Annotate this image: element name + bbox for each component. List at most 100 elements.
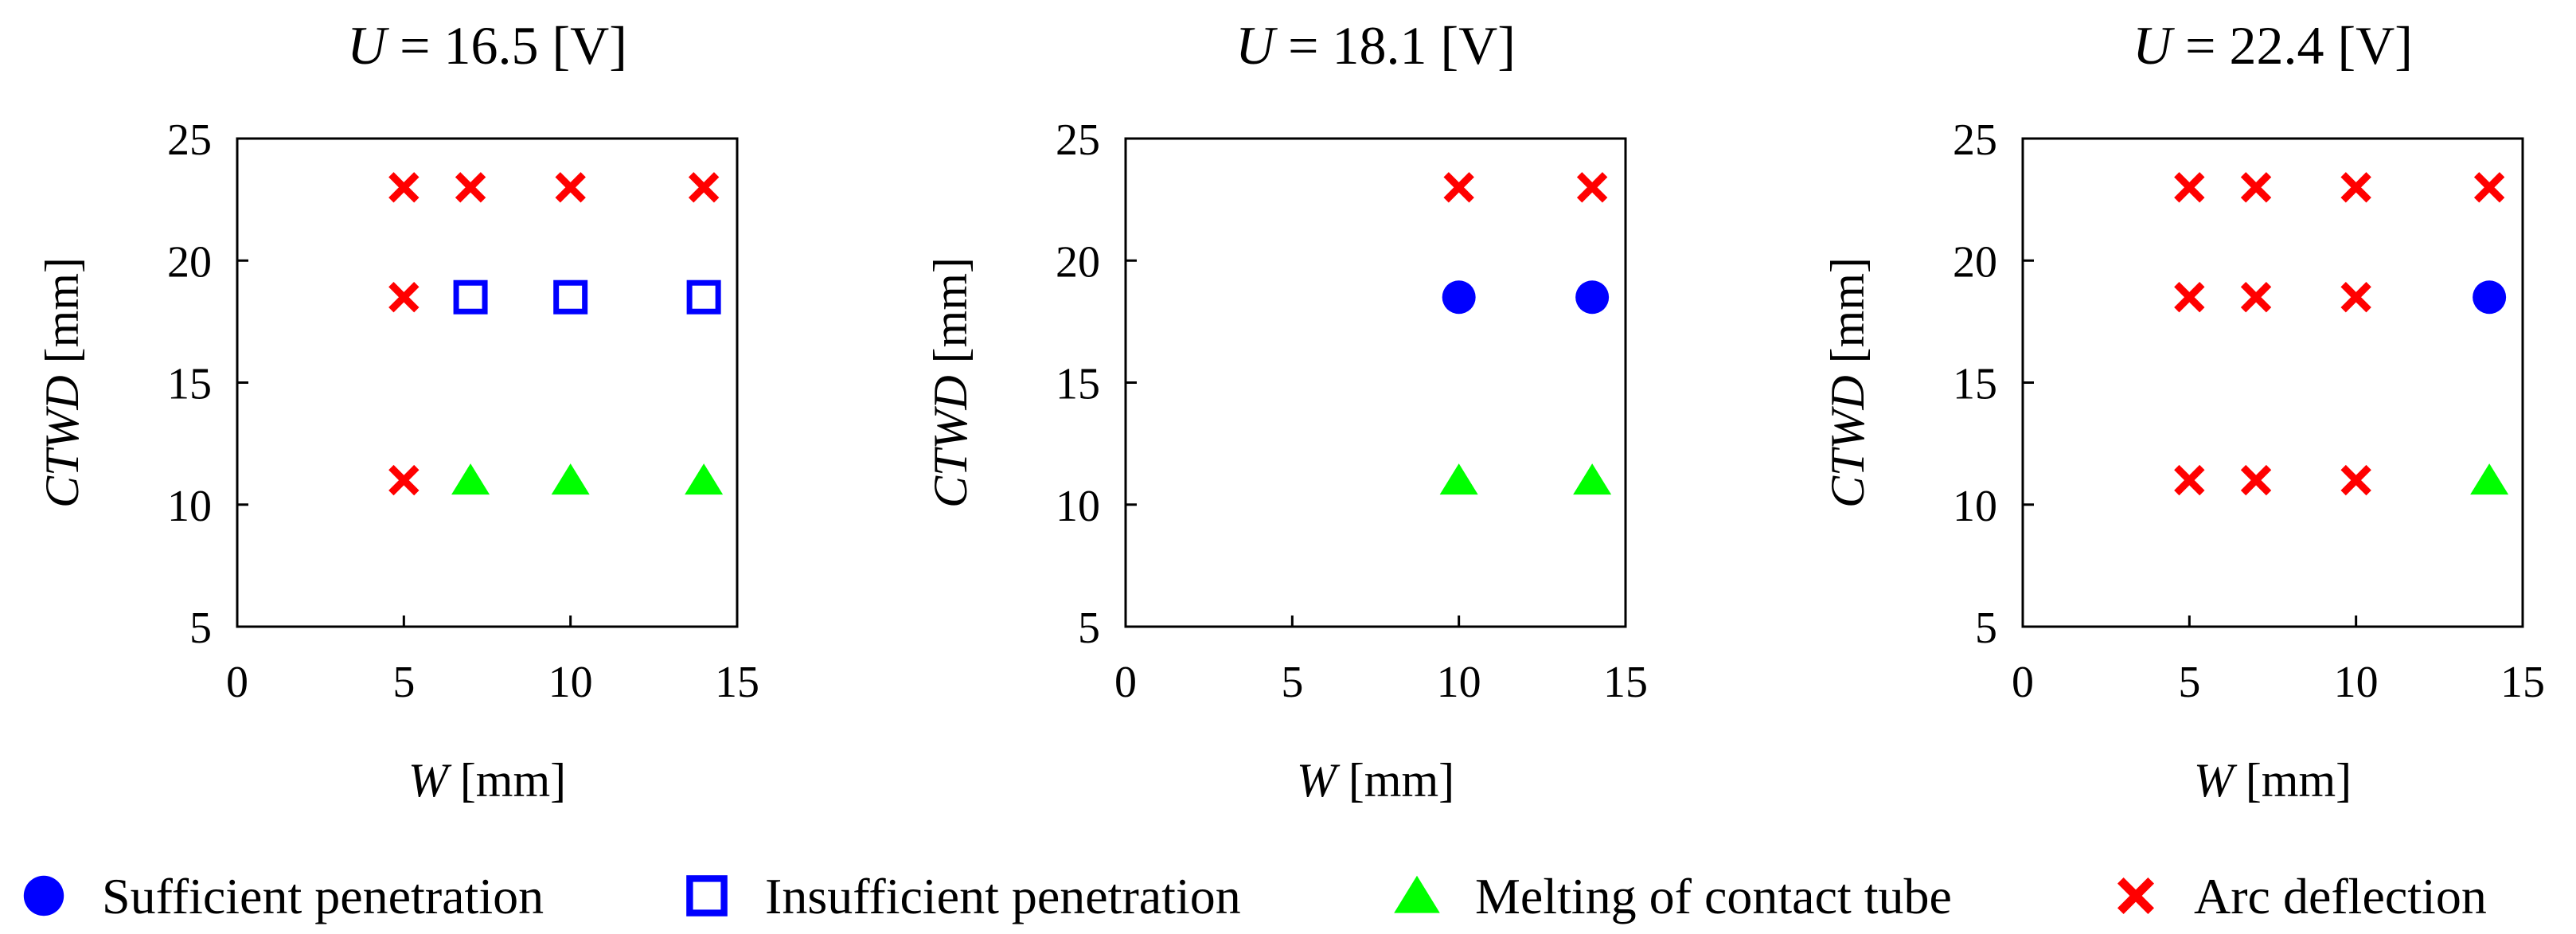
x-axis-label: W [mm]: [1297, 754, 1454, 807]
title-variable: U: [1235, 15, 1278, 76]
data-point-x: [455, 172, 486, 203]
legend-open-square-icon: [686, 875, 728, 916]
x-axis-unit: [mm]: [1337, 754, 1454, 807]
data-point-triangle: [685, 463, 724, 495]
y-tick-label: 20: [167, 237, 212, 287]
data-point-open-square: [453, 279, 488, 315]
title-value: = 16.5 [V]: [386, 15, 627, 76]
title-value: = 18.1 [V]: [1274, 15, 1516, 76]
series-x: [2174, 172, 2505, 496]
plot-area-frame: [236, 137, 739, 628]
data-point-x: [2340, 464, 2371, 496]
y-axis-label: CTWD [mm]: [36, 257, 88, 508]
title-variable: U: [347, 15, 389, 76]
data-point-x: [2174, 282, 2205, 313]
data-point-x: [2340, 282, 2371, 313]
title-value: = 22.4 [V]: [2172, 15, 2413, 76]
x-tick-label: 10: [1437, 658, 1481, 707]
data-point-x: [2473, 172, 2505, 203]
chart-title: U = 22.4 [V]: [2133, 15, 2413, 76]
data-point-x: [388, 464, 420, 496]
y-tick-label: 10: [167, 482, 212, 531]
series-circle: [2473, 280, 2507, 315]
data-point-x: [1576, 172, 1608, 203]
y-axis-unit: [mm]: [924, 257, 977, 375]
x-tick-label: 10: [2334, 658, 2379, 707]
y-tick-label: 15: [167, 360, 212, 409]
data-point-triangle: [1439, 463, 1478, 495]
data-point-x: [2340, 172, 2371, 203]
data-point-open-square: [686, 279, 721, 315]
legend-circle-icon: [23, 875, 64, 916]
data-point-x: [2240, 172, 2272, 203]
title-variable: U: [2133, 15, 2175, 76]
data-point-circle: [1442, 280, 1476, 315]
x-tick-label: 5: [392, 658, 415, 707]
x-tick-label: 0: [2012, 658, 2034, 707]
series-x: [1443, 172, 1608, 203]
data-point-x: [688, 172, 720, 203]
legend-triangle-icon: [1394, 875, 1440, 913]
data-point-circle: [1575, 280, 1610, 315]
series-triangle: [2470, 463, 2509, 495]
data-point-x: [555, 172, 586, 203]
legend: Sufficient penetration Insufficient penet…: [23, 868, 2487, 924]
plot-area-frame: [2021, 137, 2524, 628]
data-point-circle: [2473, 280, 2507, 315]
x-axis-variable: W: [1297, 754, 1341, 807]
legend-label: Melting of contact tube: [1475, 868, 1952, 924]
y-axis-variable: CTWD: [36, 375, 88, 508]
y-tick-label: 25: [167, 115, 212, 165]
data-point-triangle: [451, 463, 490, 495]
y-axis-variable: CTWD: [924, 375, 977, 508]
y-tick-label: 15: [1953, 360, 1997, 409]
y-tick-label: 5: [1078, 604, 1100, 653]
x-axis-label: W [mm]: [2194, 754, 2352, 807]
y-tick-label: 20: [1953, 237, 1997, 287]
plot-area-frame: [1124, 137, 1627, 628]
data-point-x: [2174, 464, 2205, 496]
data-point-x: [2174, 172, 2205, 203]
legend-x-icon: [2117, 877, 2155, 915]
x-tick-label: 5: [2178, 658, 2200, 707]
y-axis-variable: CTWD: [1821, 375, 1874, 508]
chart-title: U = 16.5 [V]: [347, 15, 627, 76]
x-axis-unit: [mm]: [448, 754, 566, 807]
y-axis-label: CTWD [mm]: [1821, 257, 1874, 508]
y-tick-label: 25: [1056, 115, 1100, 165]
legend-item: Arc deflection: [2117, 868, 2487, 924]
y-tick-label: 5: [189, 604, 212, 653]
x-tick-label: 0: [226, 658, 248, 707]
y-axis-unit: [mm]: [1821, 257, 1874, 375]
x-tick-label: 15: [2500, 658, 2545, 707]
data-point-triangle: [2470, 463, 2509, 495]
y-tick-label: 10: [1953, 482, 1997, 531]
data-point-x: [2240, 282, 2272, 313]
x-tick-label: 5: [1281, 658, 1303, 707]
y-tick-label: 10: [1056, 482, 1100, 531]
data-point-x: [1443, 172, 1474, 203]
x-axis-variable: W: [408, 754, 452, 807]
series-triangle: [451, 463, 724, 495]
x-tick-label: 0: [1114, 658, 1137, 707]
legend-label: Sufficient penetration: [102, 868, 544, 924]
x-tick-label: 10: [548, 658, 593, 707]
data-point-triangle: [1573, 463, 1612, 495]
y-tick-label: 20: [1056, 237, 1100, 287]
series-x: [388, 172, 720, 496]
data-point-x: [388, 282, 420, 313]
chart-title: U = 18.1 [V]: [1235, 15, 1516, 76]
y-tick-label: 15: [1056, 360, 1100, 409]
data-point-x: [2240, 464, 2272, 496]
x-tick-label: 15: [1603, 658, 1648, 707]
x-axis-label: W [mm]: [408, 754, 566, 807]
series-circle: [1442, 280, 1610, 315]
x-tick-label: 15: [715, 658, 759, 707]
y-axis-label: CTWD [mm]: [924, 257, 977, 508]
series-triangle: [1439, 463, 1612, 495]
legend-item: Sufficient penetration: [23, 868, 544, 924]
